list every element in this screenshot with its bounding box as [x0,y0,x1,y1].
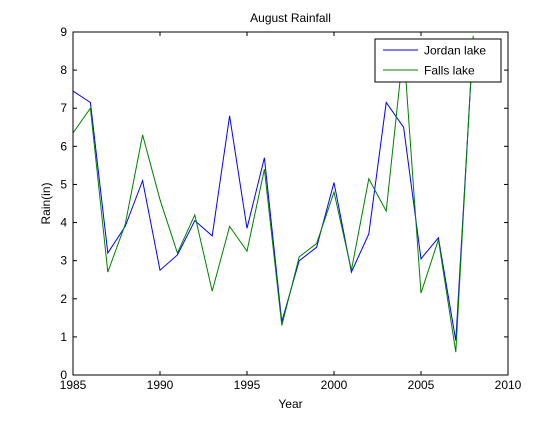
y-tick-label: 3 [60,254,67,268]
chart-title: August Rainfall [250,11,331,25]
y-tick-label: 4 [60,216,67,230]
series-line-jordan-lake [73,39,474,341]
y-tick-label: 7 [60,101,67,115]
y-tick-label: 8 [60,63,67,77]
x-axis-label: Year [278,397,302,411]
legend-label-falls-lake: Falls lake [424,64,475,78]
plot-area-border [72,31,509,376]
x-tick-label: 2005 [408,378,435,392]
y-tick-label: 9 [60,25,67,39]
legend: Jordan lake Falls lake [374,38,502,83]
y-tick-label: 2 [60,292,67,306]
y-tick-label: 0 [60,368,67,382]
y-tick-label: 5 [60,177,67,191]
series-line-falls-lake [73,35,474,353]
y-tick-label: 1 [60,330,67,344]
x-tick-label: 2010 [495,378,522,392]
x-tick-label: 1995 [234,378,261,392]
plot-area-background [73,32,508,375]
legend-box [374,38,502,83]
legend-label-jordan-lake: Jordan lake [424,44,486,58]
x-tick-label: 1990 [147,378,174,392]
x-tick-label: 1985 [60,378,87,392]
y-tick-label: 6 [60,139,67,153]
y-axis-label: Rain(in) [39,182,53,224]
x-tick-label: 2000 [321,378,348,392]
